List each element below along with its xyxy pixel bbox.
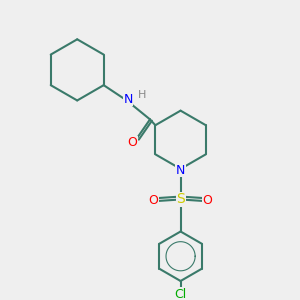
Text: O: O xyxy=(203,194,213,207)
Text: O: O xyxy=(148,194,158,207)
Text: N: N xyxy=(124,92,133,106)
Text: N: N xyxy=(176,164,185,177)
Text: O: O xyxy=(128,136,137,149)
Text: S: S xyxy=(176,193,185,206)
Text: Cl: Cl xyxy=(174,288,187,300)
Text: H: H xyxy=(138,90,146,100)
